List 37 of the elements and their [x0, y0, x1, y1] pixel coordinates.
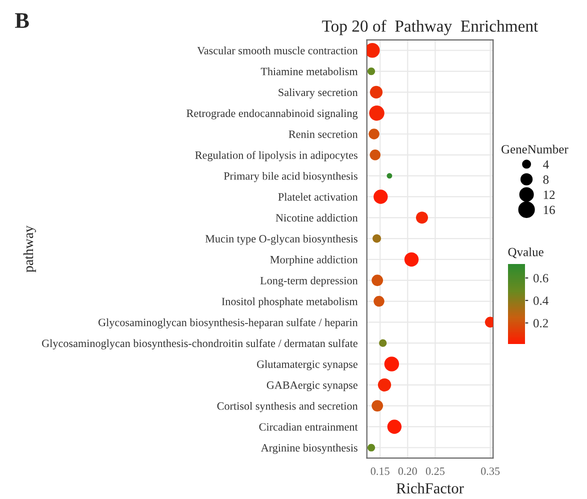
- color-bar-label: 0.6: [533, 274, 548, 282]
- y-axis-title: pathway: [23, 226, 36, 272]
- y-tick-label: Inositol phosphate metabolism: [222, 297, 358, 308]
- y-tick-label: Circadian entrainment: [259, 422, 358, 431]
- legend-label: 4: [543, 160, 549, 169]
- color-bar-label: 0.2: [533, 318, 548, 328]
- y-tick-label: Mucin type O-glycan biosynthesis: [205, 234, 358, 245]
- y-tick-label: Glutamatergic synapse: [256, 360, 358, 370]
- y-tick-label: Glycosaminoglycan biosynthesis-chondroitin sulfate / dermatan sulfate: [42, 339, 358, 350]
- chart-title: Top 20 of Pathway Enrichment: [322, 20, 538, 36]
- y-tick-label: Regulation of lipolysis in adipocytes: [195, 151, 358, 162]
- x-tick-label: 0.15: [370, 467, 390, 475]
- x-tick-label: 0.20: [398, 467, 417, 475]
- text: B: [15, 13, 29, 28]
- x-tick-label: 0.35: [481, 467, 500, 475]
- y-tick-label: Nicotine addiction: [276, 214, 358, 222]
- y-tick-label: Primary bile acid biosynthesis: [224, 172, 358, 182]
- x-axis-title: RichFactor: [396, 482, 464, 494]
- y-tick-label: Thiamine metabolism: [260, 67, 358, 76]
- legend-title: GeneNumber: [502, 144, 568, 154]
- y-tick-label: Vascular smooth muscle contraction: [197, 46, 358, 54]
- y-tick-label: GABAergic synapse: [266, 381, 358, 392]
- y-tick-label: Salivary secretion: [278, 88, 358, 98]
- y-tick-label: Platelet activation: [278, 192, 358, 201]
- y-tick-label: Retrograde endocannabinoid signaling: [186, 109, 358, 120]
- legend-label: 8: [543, 175, 549, 184]
- legend-label: 12: [544, 190, 555, 199]
- color-bar-label: 0.4: [533, 296, 548, 305]
- x-tick-label: 0.25: [426, 467, 444, 475]
- y-tick-label: Glycosaminoglycan biosynthesis-heparan sulfate / heparin: [98, 318, 358, 328]
- y-tick-label: Arginine biosynthesis: [260, 444, 358, 454]
- y-tick-label: Morphine addiction: [270, 256, 358, 266]
- y-tick-label: Renin secretion: [288, 130, 358, 138]
- legend-label: 16: [544, 206, 555, 214]
- y-tick-label: Cortisol synthesis and secretion: [217, 402, 358, 412]
- y-tick-label: Long-term depression: [260, 276, 358, 287]
- color-bar-title: Qvalue: [508, 247, 544, 258]
